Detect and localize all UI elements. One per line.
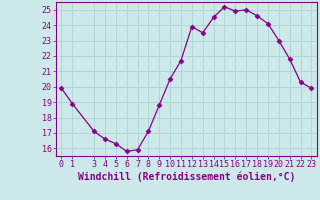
X-axis label: Windchill (Refroidissement éolien,°C): Windchill (Refroidissement éolien,°C) — [78, 172, 295, 182]
